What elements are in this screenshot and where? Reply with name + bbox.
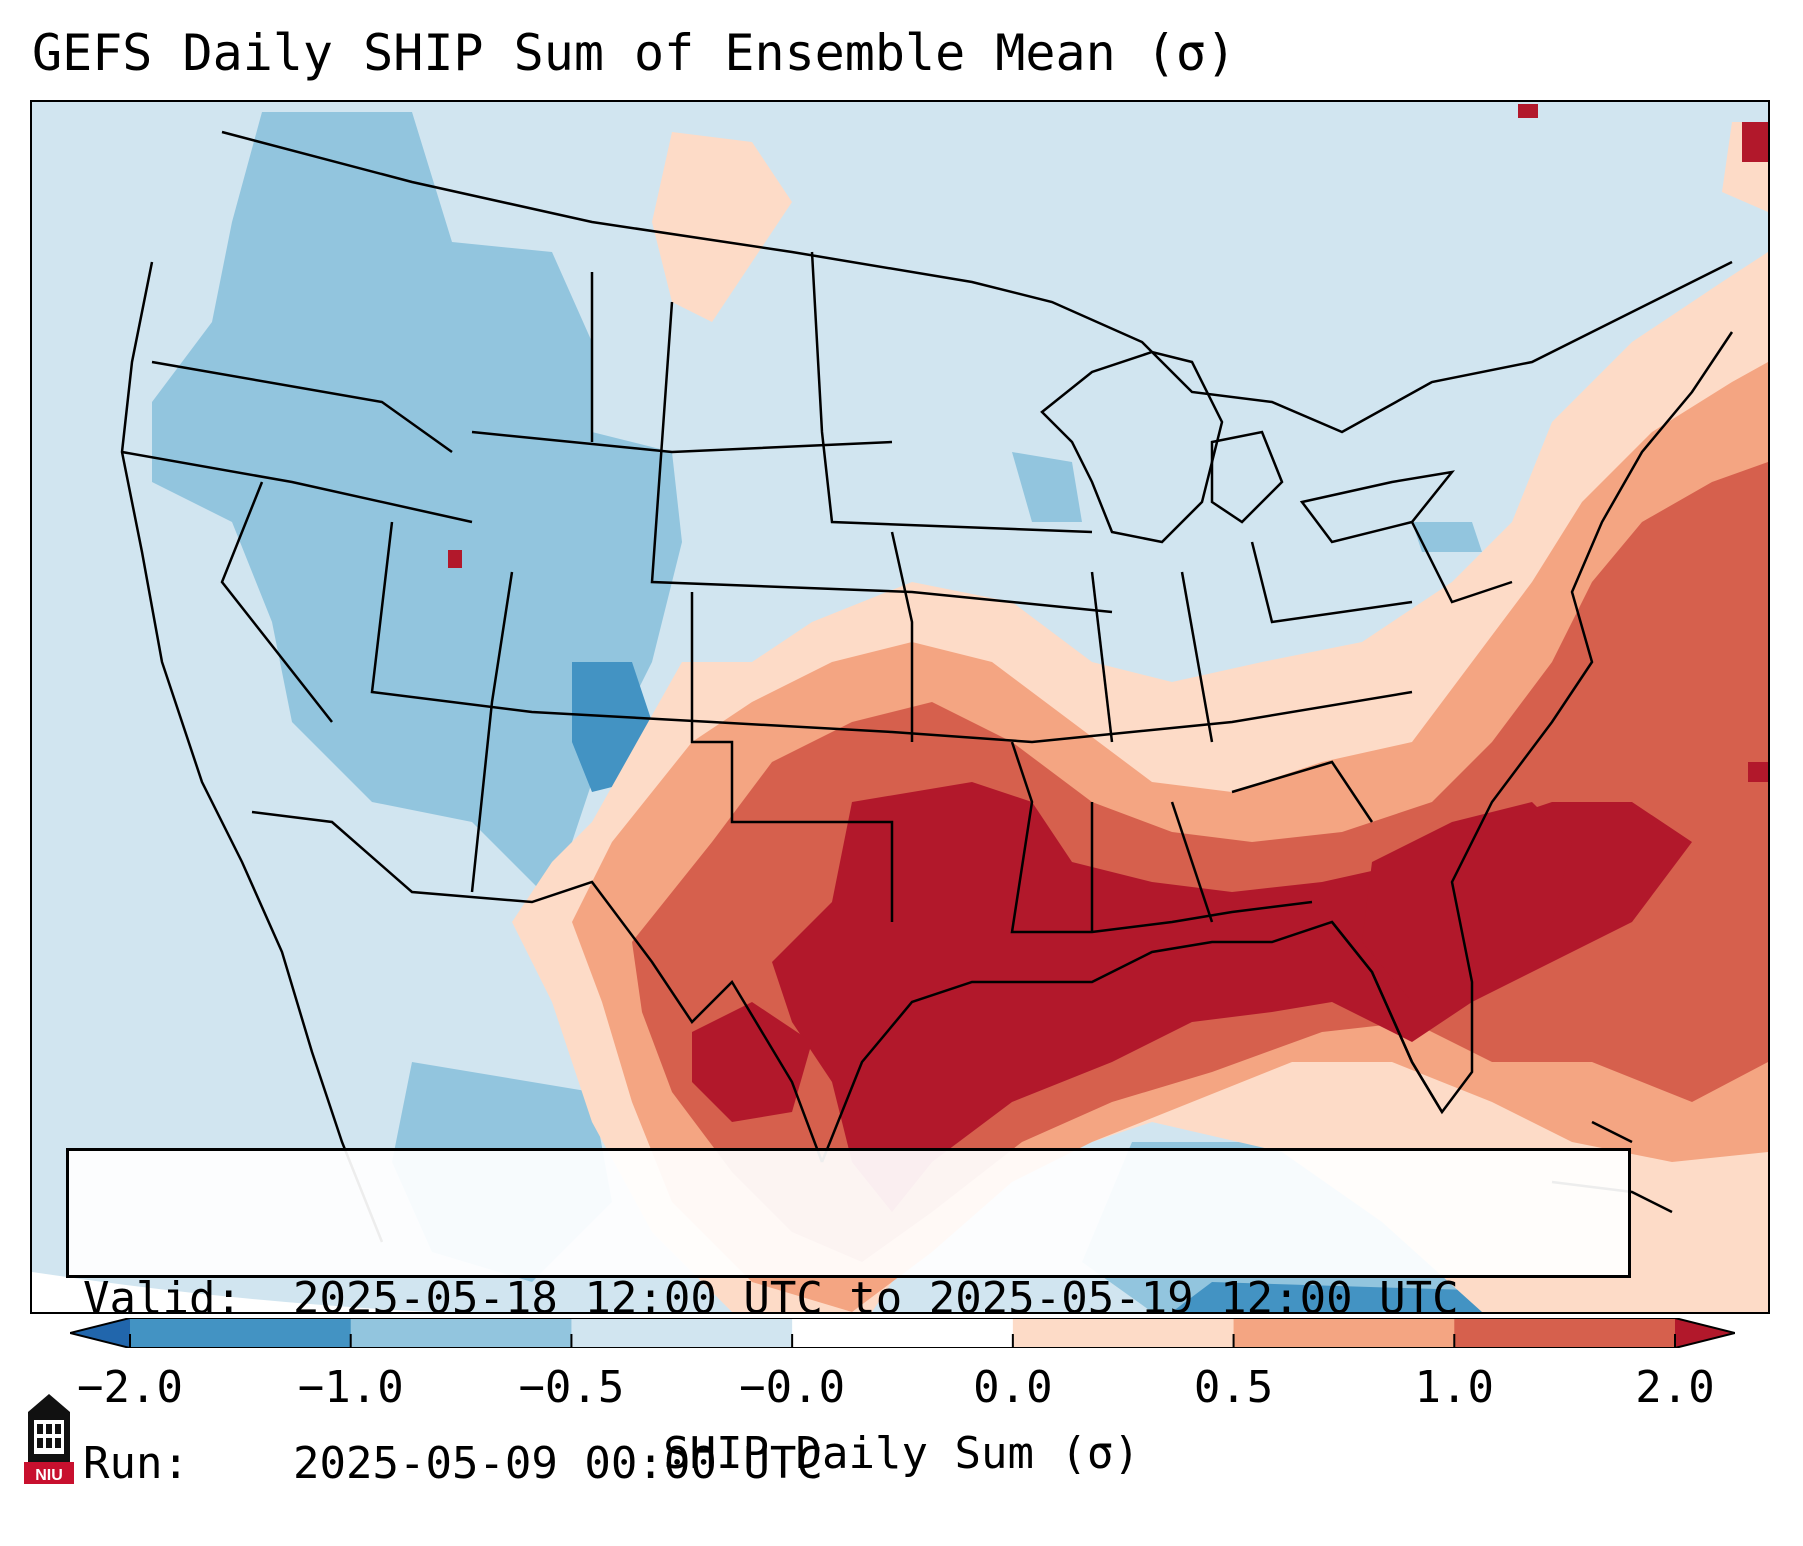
page-title: GEFS Daily SHIP Sum of Ensemble Mean (σ) <box>32 24 1237 82</box>
colorbar-tick-label: −1.0 <box>297 1362 404 1413</box>
run-label: Run: <box>83 1438 189 1489</box>
colorbar-segment <box>1233 1318 1455 1348</box>
run-value: 2025-05-09 00:00 UTC <box>293 1438 823 1489</box>
colorbar-tick-label: 0.5 <box>1193 1362 1274 1413</box>
colorbar-tick-label: 0.0 <box>973 1362 1053 1413</box>
colorbar-tick-label: 1.0 <box>1414 1362 1495 1413</box>
colorbar-tick-label: −0.5 <box>518 1362 625 1413</box>
colorbar-tick-label: −2.0 <box>77 1362 183 1413</box>
colorbar-segment <box>1012 1318 1235 1348</box>
colorbar-segment <box>792 1318 1014 1348</box>
colorbar-extend-max <box>1675 1318 1735 1348</box>
colorbar-extend-min <box>70 1318 130 1348</box>
logo-text: NIU <box>35 1467 63 1484</box>
colorbar-tick-label: 2.0 <box>1635 1362 1715 1413</box>
valid-value: 2025-05-18 12:00 UTC to 2025-05-19 12:00… <box>293 1273 1459 1324</box>
map-panel <box>30 100 1770 1314</box>
projection-edge <box>32 1272 432 1312</box>
colorbar-label: SHIP Daily Sum (σ) <box>663 1428 1140 1479</box>
colorbar-segment <box>1454 1318 1676 1348</box>
run-line: Run: 2025-05-09 00:00 UTC <box>83 1436 1614 1491</box>
colorbar-segment <box>571 1318 793 1348</box>
political-boundaries <box>120 130 1734 1243</box>
colorbar <box>70 1318 1735 1348</box>
colorbar-segment <box>350 1318 572 1348</box>
valid-label: Valid: <box>83 1273 242 1324</box>
colorbar-tick-label: −0.0 <box>739 1362 846 1413</box>
colorbar-segment <box>130 1318 352 1348</box>
map-canvas <box>32 102 1768 1312</box>
niu-logo-icon: NIU <box>24 1394 74 1484</box>
valid-line: Valid: 2025-05-18 12:00 UTC to 2025-05-19… <box>83 1271 1614 1326</box>
info-box: Valid: 2025-05-18 12:00 UTC to 2025-05-19… <box>66 1148 1631 1489</box>
